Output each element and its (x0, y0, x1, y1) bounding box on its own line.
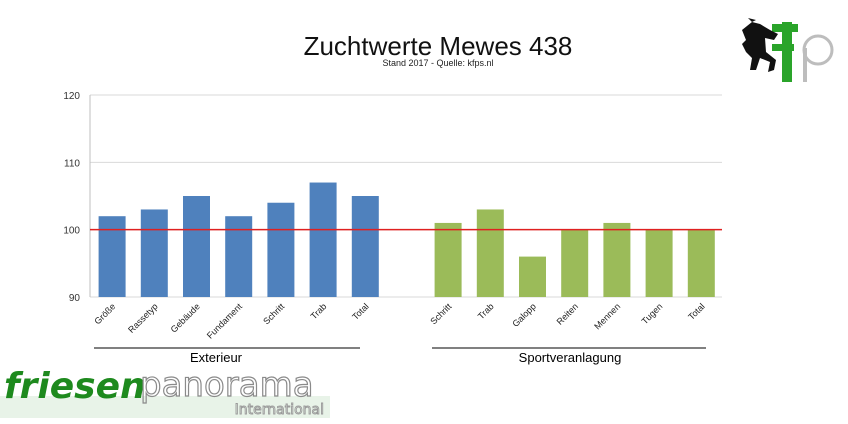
bar (476, 209, 504, 297)
bar (140, 209, 168, 297)
bar (183, 196, 210, 297)
bar (519, 256, 546, 297)
x-tick-label: Schritt (261, 301, 286, 326)
group-label-exterieur: Exterieur (190, 350, 243, 365)
y-tick-label: 120 (63, 91, 80, 102)
chart-title: Zuchtwerte Mewes 438 (304, 31, 573, 61)
bar (351, 196, 379, 297)
horse-icon (742, 18, 778, 72)
x-tick-label: Mennen (592, 301, 622, 331)
x-tick-label: Trab (309, 301, 329, 321)
x-tick-label: Rassetyp (126, 301, 160, 335)
brand-logo-sub: International (235, 402, 324, 418)
bar (225, 216, 253, 297)
bar (267, 202, 295, 297)
chart-subtitle: Stand 2017 - Quelle: kfps.nl (382, 58, 493, 68)
corner-logo: fp (0, 0, 834, 82)
bar (603, 222, 631, 297)
bar (687, 229, 715, 297)
brand-logo-part1: friesen (4, 366, 146, 407)
bar (645, 229, 673, 297)
labels-layer: Größe Rassetyp Gebäude Fundament Schritt Trab… (92, 301, 706, 341)
y-tick-label: 90 (69, 293, 81, 304)
bar (98, 216, 126, 297)
corner-logo-text: fp (0, 0, 1, 1)
group-label-sportveranlagung: Sportveranlagung (519, 350, 622, 365)
x-tick-label: Total (350, 301, 371, 322)
x-tick-label: Fundament (205, 301, 245, 341)
bar (434, 222, 462, 297)
bar (561, 229, 589, 297)
x-tick-label: Trab (476, 301, 496, 321)
x-tick-label: Total (686, 301, 707, 322)
x-tick-label: Galopp (510, 301, 538, 329)
x-tick-label: Größe (92, 301, 117, 326)
x-tick-label: Reiten (555, 301, 580, 326)
brand-logo: friesen panorama International (0, 364, 330, 418)
x-tick-label: Schritt (428, 301, 453, 326)
x-tick-label: Tugen (640, 301, 665, 326)
brand-logo-part2: panorama (140, 365, 314, 405)
bar (309, 182, 337, 297)
y-tick-label: 100 (63, 226, 80, 237)
bars-layer (98, 182, 715, 297)
y-tick-label: 110 (64, 158, 80, 169)
x-tick-label: Gebäude (169, 301, 202, 334)
